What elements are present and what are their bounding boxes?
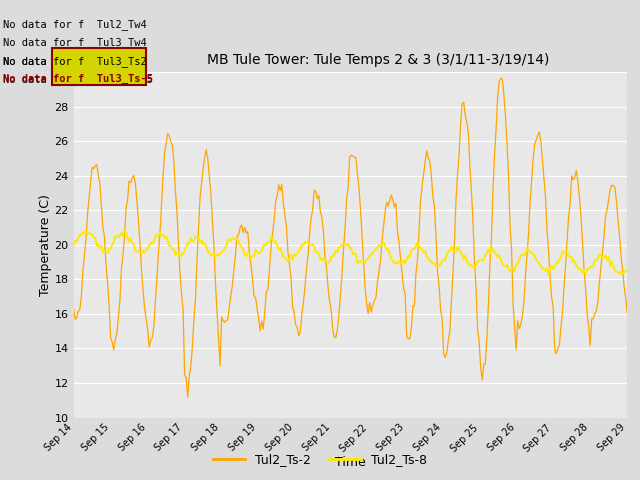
Text: No data for f  Tul3_Tw4: No data for f Tul3_Tw4 xyxy=(3,37,147,48)
Text: No data for f  Tul3_Ts-5: No data for f Tul3_Ts-5 xyxy=(3,74,153,85)
Title: MB Tule Tower: Tule Temps 2 & 3 (3/1/11-3/19/14): MB Tule Tower: Tule Temps 2 & 3 (3/1/11-… xyxy=(207,53,549,67)
Legend: Tul2_Ts-2, Tul2_Ts-8: Tul2_Ts-2, Tul2_Ts-8 xyxy=(209,448,431,471)
FancyBboxPatch shape xyxy=(52,48,146,85)
Text: No data for f  Tul2_Tw4: No data for f Tul2_Tw4 xyxy=(3,19,147,30)
Y-axis label: Temperature (C): Temperature (C) xyxy=(38,194,52,296)
X-axis label: Time: Time xyxy=(335,456,366,469)
Text: No data for f  Tul3_Ts2: No data for f Tul3_Ts2 xyxy=(3,56,147,67)
Text: No data for f  Tul3_Ts2: No data for f Tul3_Ts2 xyxy=(3,56,147,67)
Text: No data for f  Tul3_Ts-5: No data for f Tul3_Ts-5 xyxy=(3,74,153,84)
